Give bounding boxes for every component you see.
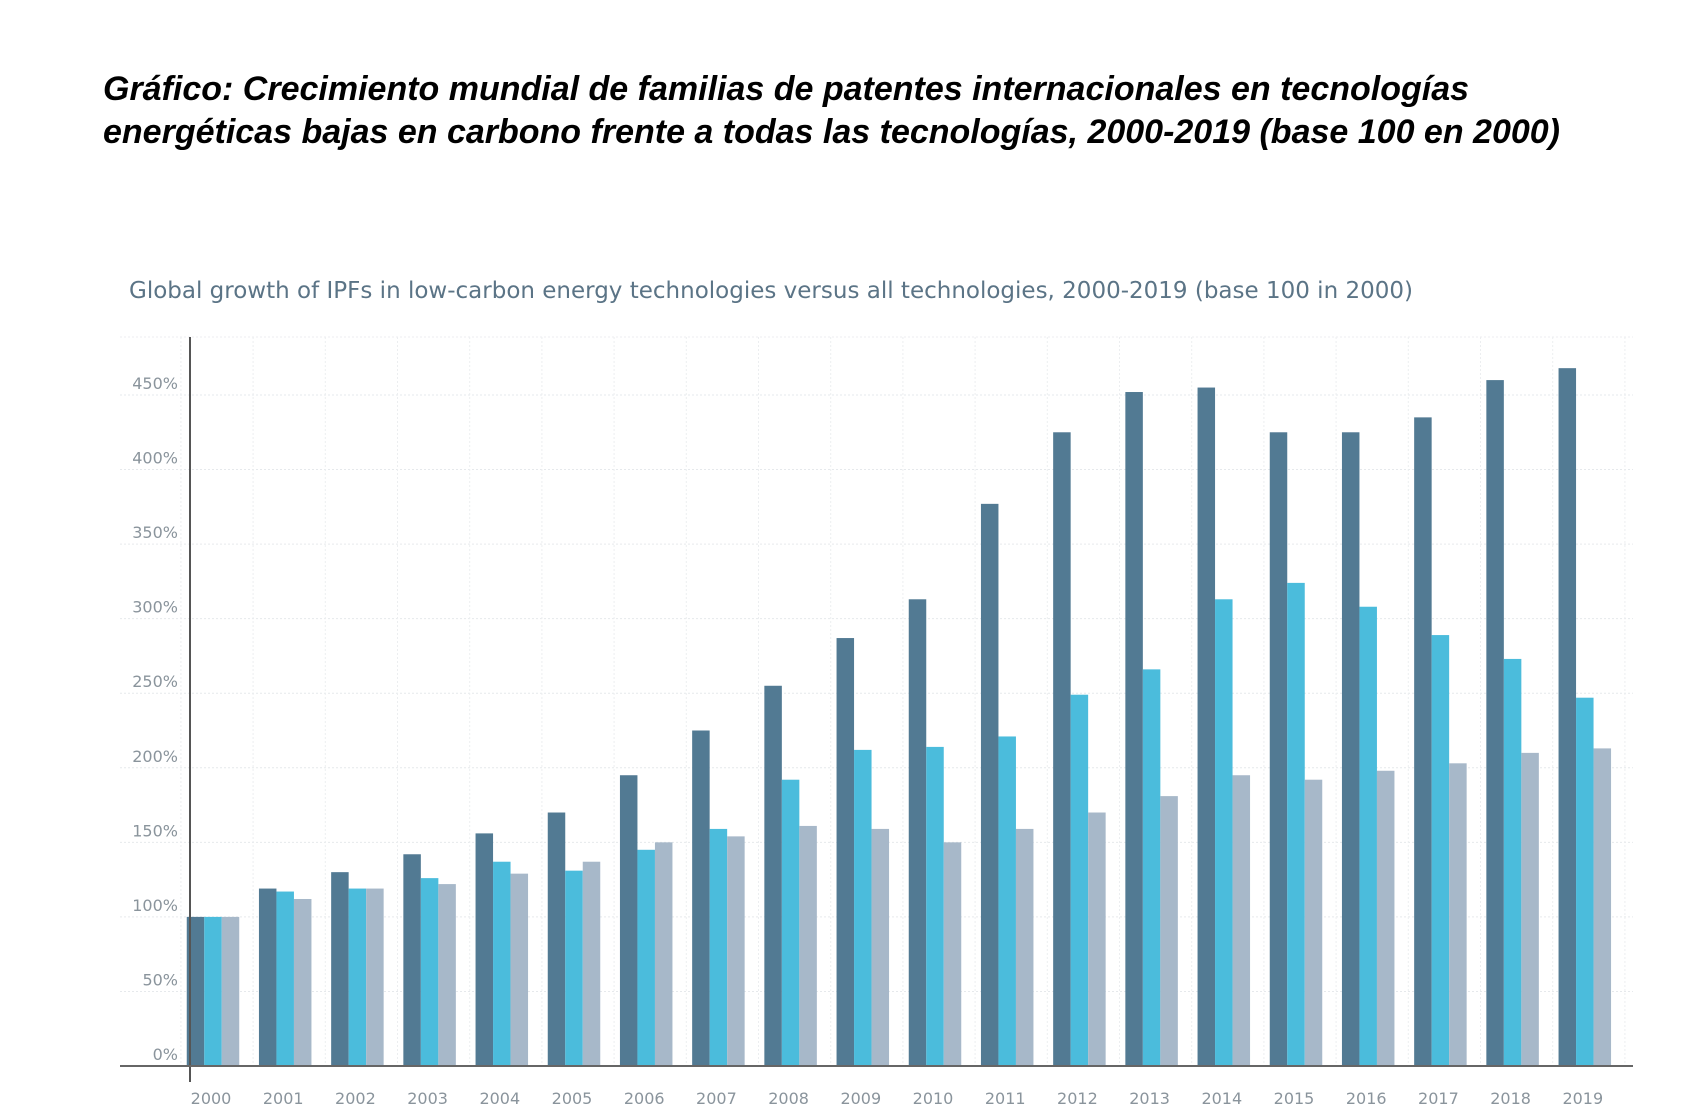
bar-2001-series-2 (276, 891, 294, 1066)
bar-2001-series-3 (293, 898, 312, 1066)
x-tick-label: 2008 (768, 1089, 809, 1108)
x-tick-label: 2014 (1201, 1089, 1242, 1108)
bar-2017-series-1 (1414, 417, 1432, 1066)
x-tick-label: 2000 (191, 1089, 232, 1108)
bars (186, 368, 1612, 1067)
bar-2005-series-3 (582, 861, 601, 1066)
gridlines (120, 336, 1633, 1066)
x-tick-label: 2018 (1490, 1089, 1531, 1108)
bar-2009-series-1 (836, 638, 855, 1066)
bar-2015-series-1 (1269, 432, 1288, 1066)
bar-2007-series-1 (692, 730, 710, 1066)
bar-2004-series-1 (475, 833, 494, 1066)
x-tick-label: 2006 (624, 1089, 665, 1108)
x-tick-label: 2010 (913, 1089, 954, 1108)
bar-2012-series-3 (1088, 812, 1106, 1066)
bar-2010-series-2 (926, 746, 944, 1066)
x-tick-label: 2011 (985, 1089, 1026, 1108)
bar-2012-series-1 (1053, 432, 1071, 1066)
bar-2001-series-1 (258, 888, 277, 1066)
page-heading: Gráfico: Crecimiento mundial de familias… (103, 70, 1561, 151)
bar-2019-series-2 (1576, 697, 1594, 1066)
bar-2000-series-3 (221, 916, 240, 1066)
y-tick-label: 200% (132, 747, 178, 766)
bar-2004-series-2 (493, 861, 511, 1066)
x-tick-label: 2004 (479, 1089, 520, 1108)
y-tick-label: 150% (132, 821, 178, 840)
y-tick-label: 250% (132, 672, 178, 691)
bar-2007-series-3 (727, 836, 745, 1066)
bar-2015-series-3 (1304, 779, 1323, 1066)
x-tick-label: 2017 (1418, 1089, 1459, 1108)
bar-2010-series-1 (908, 599, 927, 1066)
y-tick-label: 450% (132, 374, 178, 393)
bar-2003-series-3 (438, 884, 456, 1066)
bar-2008-series-2 (781, 779, 800, 1066)
x-tick-label: 2009 (840, 1089, 881, 1108)
x-tick-label: 2007 (696, 1089, 737, 1108)
bar-2002-series-3 (366, 888, 384, 1066)
y-tick-label: 50% (142, 970, 178, 989)
chart-title: Global growth of IPFs in low-carbon ener… (129, 278, 1413, 304)
bar-2003-series-1 (403, 854, 421, 1066)
bar-2000-series-1 (186, 916, 205, 1066)
bar-2016-series-3 (1376, 770, 1395, 1066)
bar-2013-series-1 (1125, 392, 1143, 1066)
y-tick-label: 300% (132, 598, 178, 617)
bar-2014-series-3 (1232, 775, 1251, 1066)
x-tick-label: 2002 (335, 1089, 376, 1108)
y-tick-label: 0% (153, 1045, 178, 1064)
bar-2019-series-1 (1558, 368, 1577, 1066)
bar-2013-series-3 (1160, 796, 1178, 1066)
y-tick-label: 350% (132, 523, 178, 542)
bar-2017-series-2 (1431, 635, 1450, 1066)
x-tick-label: 2013 (1129, 1089, 1170, 1108)
bar-2006-series-3 (654, 842, 673, 1066)
bar-2007-series-2 (709, 828, 728, 1066)
x-tick-label: 2001 (263, 1089, 304, 1108)
bar-2016-series-2 (1359, 606, 1377, 1066)
bar-2006-series-2 (637, 849, 655, 1066)
x-tick-label: 2019 (1562, 1089, 1603, 1108)
bar-2002-series-1 (331, 872, 349, 1066)
bar-2012-series-2 (1070, 694, 1089, 1066)
bar-2008-series-3 (799, 825, 817, 1066)
bar-2004-series-3 (510, 873, 529, 1066)
bar-2005-series-1 (547, 812, 566, 1066)
bar-2000-series-2 (204, 916, 222, 1066)
bar-2016-series-1 (1341, 432, 1360, 1066)
x-tick-label: 2003 (407, 1089, 448, 1108)
bar-2018-series-1 (1486, 380, 1504, 1067)
bar-2014-series-2 (1215, 599, 1233, 1066)
bar-2018-series-2 (1503, 658, 1522, 1066)
bar-2011-series-3 (1015, 828, 1034, 1066)
tick-labels: 0% 50% 100% 150% 200% 250% 300% 350% 400% 450% 200… (132, 374, 1603, 1108)
bar-2003-series-2 (420, 878, 439, 1066)
bar-2002-series-2 (348, 888, 367, 1066)
y-tick-label: 400% (132, 449, 178, 468)
bar-2011-series-1 (980, 503, 999, 1067)
bar-2010-series-3 (943, 842, 962, 1066)
bar-2005-series-2 (565, 870, 583, 1066)
x-tick-label: 2015 (1274, 1089, 1315, 1108)
axes (120, 337, 1633, 1082)
bar-2006-series-1 (619, 775, 638, 1066)
bar-2009-series-2 (854, 749, 872, 1066)
x-tick-label: 2005 (552, 1089, 593, 1108)
bar-2013-series-2 (1142, 669, 1161, 1066)
bar-2014-series-1 (1197, 387, 1216, 1066)
bar-2017-series-3 (1449, 763, 1467, 1066)
y-tick-label: 100% (132, 896, 178, 915)
bar-2019-series-3 (1593, 748, 1612, 1066)
bar-2009-series-3 (871, 828, 890, 1066)
bar-2018-series-3 (1521, 752, 1539, 1066)
bar-2011-series-2 (998, 736, 1016, 1066)
x-tick-label: 2012 (1057, 1089, 1098, 1108)
x-tick-label: 2016 (1346, 1089, 1387, 1108)
bar-2015-series-2 (1287, 582, 1305, 1066)
bar-2008-series-1 (764, 685, 782, 1066)
